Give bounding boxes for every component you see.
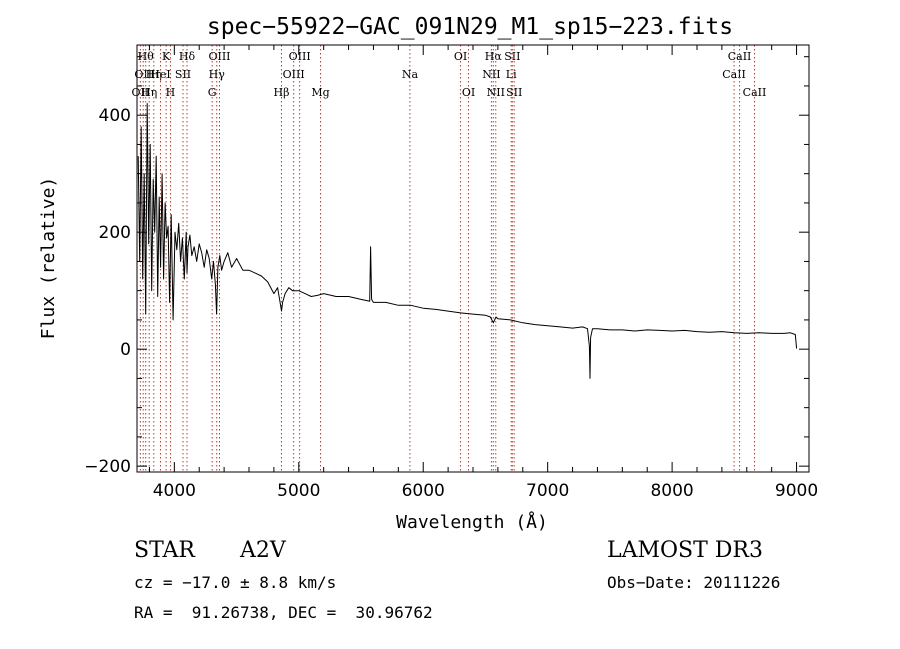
redshift-text: cz = −17.0 ± 8.8 km/s: [134, 573, 337, 592]
line-label-17: Na: [402, 68, 419, 81]
x-tick-label-3: 7000: [526, 481, 569, 501]
line-label-0: OII: [132, 86, 150, 99]
line-label-5: HeI: [150, 68, 170, 81]
series-line-0: [137, 103, 798, 379]
chart-title: spec−55922−GAC_091N29_M1_sp15−223.fits: [207, 14, 733, 40]
spectrum-series: [137, 103, 798, 379]
line-label-24: SII: [504, 50, 520, 63]
spectral-line-markers: OIIOIIHθHηHηHeIKHSIIHδGHγOIIIHβOIIIOIIIM…: [132, 45, 767, 472]
line-label-27: CaII: [728, 50, 752, 63]
line-label-7: H: [166, 86, 176, 99]
axis-ticks: 4000 5000 6000 7000 8000 9000 −200 0 200 400: [84, 45, 818, 501]
line-label-22: NII: [487, 86, 505, 99]
y-tick-label-0: −200: [84, 457, 131, 477]
line-label-13: Hβ: [274, 86, 290, 99]
object-class-label: STAR: [134, 538, 195, 563]
line-label-18: OI: [454, 50, 467, 63]
line-label-14: OIII: [283, 68, 305, 81]
line-label-21: Hα: [485, 50, 503, 63]
y-tick-label-3: 400: [99, 106, 131, 126]
coordinates-text: RA = 91.26738, DEC = 30.96762: [134, 603, 433, 622]
x-tick-label-5: 9000: [775, 481, 818, 501]
x-tick-label-2: 6000: [402, 481, 445, 501]
x-tick-label-1: 5000: [277, 481, 320, 501]
y-tick-label-2: 200: [99, 223, 131, 243]
obs-date-text: Obs−Date: 20111226: [607, 573, 781, 592]
line-label-2: Hθ: [138, 50, 155, 63]
line-label-19: OI: [462, 86, 475, 99]
spectrum-chart: spec−55922−GAC_091N29_M1_sp15−223.fits O…: [38, 14, 818, 533]
line-label-4: Hη: [146, 68, 162, 81]
line-label-10: G: [208, 86, 217, 99]
line-label-28: CaII: [743, 86, 767, 99]
x-tick-label-4: 8000: [650, 481, 693, 501]
x-tick-label-0: 4000: [153, 481, 196, 501]
line-label-15: OIII: [289, 50, 311, 63]
plot-frame: [136, 44, 810, 473]
line-label-11: Hγ: [209, 68, 226, 81]
line-label-23: Li: [506, 68, 517, 81]
line-label-8: SII: [175, 68, 191, 81]
line-label-20: NII: [482, 68, 500, 81]
line-label-12: OIII: [208, 50, 230, 63]
line-label-16: Mg: [311, 86, 329, 99]
line-label-1: OII: [134, 68, 152, 81]
line-label-6: K: [162, 50, 171, 63]
object-subclass-label: A2V: [240, 538, 286, 563]
line-label-3: Hη: [141, 86, 157, 99]
line-label-26: CaII: [722, 68, 746, 81]
y-tick-label-1: 0: [120, 340, 131, 360]
x-axis-label: Wavelength (Å): [396, 511, 548, 533]
survey-label: LAMOST DR3: [607, 538, 763, 563]
line-label-25: SII: [506, 86, 522, 99]
y-axis-label: Flux (relative): [38, 177, 59, 340]
line-label-9: Hδ: [179, 50, 196, 63]
